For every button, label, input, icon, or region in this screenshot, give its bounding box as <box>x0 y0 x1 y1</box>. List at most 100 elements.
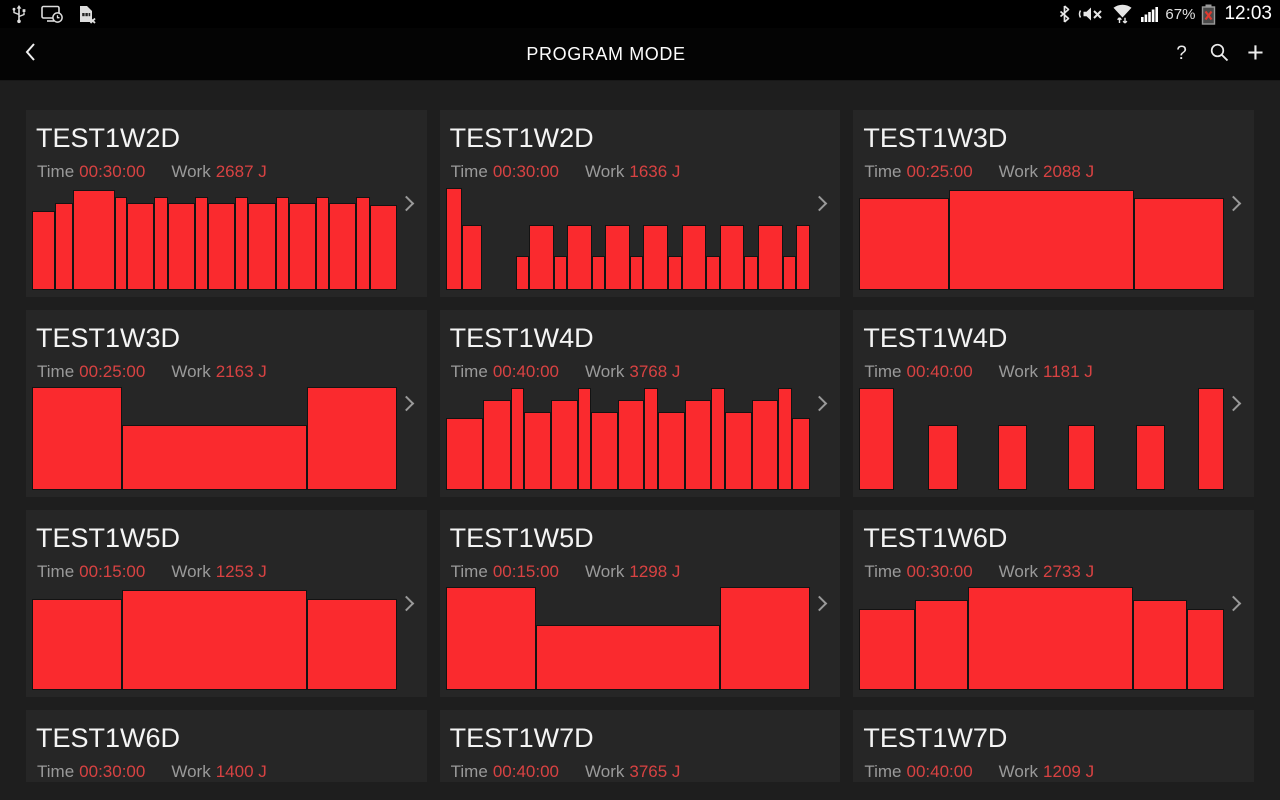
program-card[interactable]: TEST1W7D Time 00:40:00 Work 1209 J <box>853 710 1254 782</box>
chevron-right-icon <box>1225 395 1242 411</box>
intensity-bar <box>567 225 592 290</box>
intensity-bar <box>275 197 289 290</box>
intensity-bar <box>630 256 644 290</box>
battery-missing-icon <box>1201 4 1216 25</box>
work-label: Work <box>998 362 1039 381</box>
intensity-bar <box>356 197 370 290</box>
back-button[interactable] <box>10 28 50 80</box>
intensity-bar <box>167 203 195 290</box>
program-card[interactable]: TEST1W5D Time 00:15:00 Work 1253 J <box>26 510 427 697</box>
intensity-bar <box>122 590 307 690</box>
intensity-bar <box>577 388 592 490</box>
intensity-bar <box>795 225 811 290</box>
intensity-bar <box>744 256 758 290</box>
intensity-bar <box>127 203 155 290</box>
intensity-bar <box>719 225 745 290</box>
intensity-bar <box>927 425 958 490</box>
intensity-bar <box>515 256 529 290</box>
program-intensity-chart <box>32 187 397 290</box>
program-intensity-chart <box>859 387 1224 490</box>
intensity-bar <box>859 388 895 490</box>
program-meta: Time 00:25:00 Work 2163 J <box>37 362 427 382</box>
program-meta: Time 00:15:00 Work 1253 J <box>37 562 427 582</box>
time-label: Time <box>37 562 75 581</box>
time-value: 00:40:00 <box>906 762 973 781</box>
chevron-right-icon <box>1225 595 1242 611</box>
work-value: 1636 J <box>629 162 681 181</box>
program-card[interactable]: TEST1W6D Time 00:30:00 Work 2733 J <box>853 510 1254 697</box>
intensity-bar <box>510 388 525 490</box>
intensity-bar <box>524 411 552 490</box>
work-value: 2687 J <box>215 162 267 181</box>
program-intensity-chart <box>445 387 811 490</box>
work-value: 1253 J <box>215 562 267 581</box>
search-button[interactable] <box>1200 28 1237 80</box>
intensity-bar <box>306 599 397 690</box>
program-card[interactable]: TEST1W4D Time 00:40:00 Work 1181 J <box>853 310 1254 497</box>
work-label: Work <box>585 562 625 581</box>
program-meta: Time 00:15:00 Work 1298 J <box>451 562 841 582</box>
time-value: 00:30:00 <box>492 162 559 181</box>
work-value: 1181 J <box>1043 362 1093 381</box>
intensity-bar <box>154 197 168 290</box>
program-card[interactable]: TEST1W5D Time 00:15:00 Work 1298 J <box>439 510 841 697</box>
chevron-right-icon <box>398 595 414 611</box>
intensity-bar <box>369 204 397 290</box>
intensity-bar <box>445 417 483 490</box>
intensity-bar <box>32 210 56 290</box>
program-title: TEST1W5D <box>36 523 181 553</box>
program-card[interactable]: TEST1W7D Time 00:40:00 Work 3765 J <box>439 710 841 782</box>
program-card[interactable]: TEST1W2D Time 00:30:00 Work 2687 J <box>26 110 427 297</box>
time-label: Time <box>864 162 902 181</box>
intensity-bar <box>711 388 725 490</box>
program-grid: TEST1W2D Time 00:30:00 Work 2687 J TEST1W2D… <box>26 110 1254 782</box>
time-label: Time <box>450 562 488 581</box>
intensity-bar <box>114 197 128 290</box>
intensity-bar <box>462 225 482 290</box>
work-label: Work <box>585 162 625 181</box>
bluetooth-icon <box>1058 4 1071 24</box>
program-card[interactable]: TEST1W6D Time 00:30:00 Work 1400 J <box>26 710 427 782</box>
program-card[interactable]: TEST1W2D Time 00:30:00 Work 1636 J <box>439 110 841 297</box>
add-button[interactable]: + <box>1247 36 1264 69</box>
time-label: Time <box>450 762 488 781</box>
intensity-bar <box>605 225 630 290</box>
time-label: Time <box>37 362 75 381</box>
intensity-bar <box>32 599 123 690</box>
program-title: TEST1W4D <box>449 323 594 353</box>
intensity-bar <box>551 400 578 490</box>
intensity-bar <box>55 203 74 290</box>
program-title: TEST1W4D <box>863 323 1008 353</box>
work-label: Work <box>585 362 625 381</box>
help-button[interactable]: ? <box>1163 28 1200 80</box>
program-title: TEST1W2D <box>36 123 181 153</box>
intensity-bar <box>618 400 645 490</box>
work-label: Work <box>585 762 625 781</box>
program-card[interactable]: TEST1W3D Time 00:25:00 Work 2163 J <box>26 310 427 497</box>
time-value: 00:25:00 <box>906 162 973 181</box>
program-card[interactable]: TEST1W4D Time 00:40:00 Work 3768 J <box>439 310 841 497</box>
intensity-bar <box>778 388 792 490</box>
program-title: TEST1W7D <box>863 723 1008 753</box>
intensity-bar <box>306 387 397 490</box>
intensity-bar <box>288 203 316 290</box>
time-label: Time <box>450 162 488 181</box>
intensity-bar <box>248 203 276 290</box>
intensity-bar <box>757 225 783 290</box>
intensity-bar <box>681 225 707 290</box>
program-meta: Time 00:40:00 Work 3768 J <box>451 362 841 382</box>
program-title: TEST1W6D <box>36 723 181 753</box>
program-intensity-chart <box>32 587 397 690</box>
time-value: 00:40:00 <box>906 362 973 381</box>
program-intensity-chart <box>445 187 811 290</box>
status-clock: 12:03 <box>1224 3 1272 24</box>
intensity-bar <box>194 197 209 290</box>
chevron-right-icon <box>812 195 828 211</box>
intensity-bar <box>751 400 779 490</box>
intensity-bar <box>591 411 619 490</box>
time-label: Time <box>864 362 902 381</box>
program-intensity-chart <box>859 587 1224 690</box>
program-card[interactable]: TEST1W3D Time 00:25:00 Work 2088 J <box>853 110 1254 297</box>
intensity-bar <box>235 197 249 290</box>
